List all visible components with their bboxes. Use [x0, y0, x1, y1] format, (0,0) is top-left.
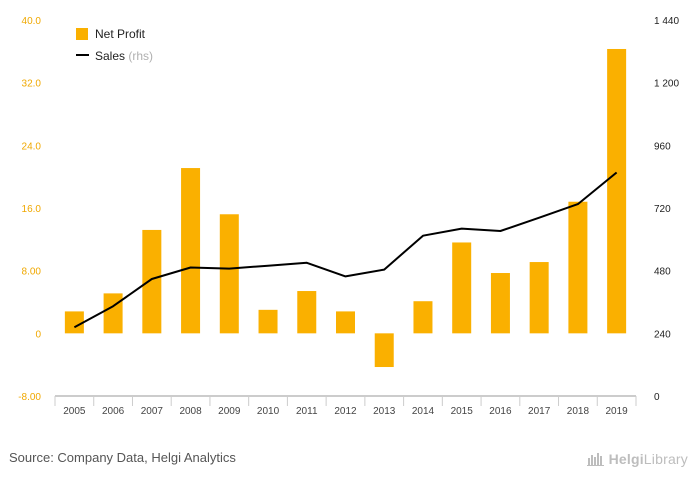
right-axis-ticks: 0 240 480 720 960 1 200 1 440	[654, 16, 679, 403]
brand-logo[interactable]: HelgiLibrary	[586, 451, 688, 467]
x-tick-label: 2011	[296, 406, 318, 417]
x-tick-label: 2007	[141, 406, 164, 417]
right-tick-label: 1 200	[654, 79, 679, 90]
right-tick-label: 240	[654, 329, 671, 340]
helgi-library-icon	[586, 453, 604, 466]
x-axis: 2005 2006 2007 2008 2009 2010 2011 2012 2013 2014…	[54, 395, 637, 417]
legend-label-sales: Sales (rhs)	[95, 49, 153, 63]
x-tick-label: 2017	[528, 406, 551, 417]
x-tick-label: 2009	[218, 406, 241, 417]
legend-label-sales-rhs: (rhs)	[125, 49, 153, 63]
bar-net-profit-2006	[103, 293, 123, 334]
left-tick-label: 32.0	[22, 79, 42, 90]
bar-net-profit-2005	[64, 311, 84, 334]
net-profit-bars	[64, 48, 627, 368]
x-tick-label: 2018	[567, 406, 590, 417]
x-tick-label: 2019	[606, 406, 629, 417]
brand-prefix: Helgi	[608, 451, 644, 467]
bar-net-profit-2011	[297, 291, 317, 334]
bar-net-profit-2009	[219, 214, 239, 334]
x-tick-label: 2012	[334, 406, 357, 417]
bar-net-profit-2008	[181, 168, 201, 334]
brand-suffix: Library	[643, 451, 688, 467]
bar-net-profit-2007	[142, 229, 162, 334]
combo-chart: -8.00 0 8.00 16.0 24.0 32.0 40.0 0 240 480 720 960…	[18, 16, 679, 417]
x-tick-label: 2010	[257, 406, 280, 417]
right-tick-label: 960	[654, 141, 671, 152]
right-tick-label: 480	[654, 267, 671, 278]
right-tick-label: 0	[654, 392, 660, 403]
x-tick-label: 2005	[63, 406, 86, 417]
bar-net-profit-2019	[607, 48, 627, 334]
left-tick-label: 0	[35, 329, 41, 340]
x-tick-label: 2016	[489, 406, 512, 417]
left-tick-label: 8.00	[22, 267, 42, 278]
x-tick-label: 2013	[373, 406, 396, 417]
bar-net-profit-2015	[452, 242, 472, 334]
legend: Net Profit Sales (rhs)	[76, 27, 153, 63]
x-tick-label: 2008	[179, 406, 202, 417]
bar-net-profit-2018	[568, 201, 588, 334]
bar-net-profit-2016	[490, 273, 510, 334]
legend-label-sales-name: Sales	[95, 49, 125, 63]
bar-net-profit-2010	[258, 309, 278, 334]
left-tick-label: 16.0	[22, 204, 42, 215]
brand-name: HelgiLibrary	[609, 451, 688, 467]
left-tick-label: 40.0	[22, 16, 42, 27]
right-tick-label: 720	[654, 204, 671, 215]
x-tick-label: 2015	[451, 406, 474, 417]
legend-label-net-profit: Net Profit	[95, 27, 146, 41]
right-tick-label: 1 440	[654, 16, 679, 27]
sales-line-series	[73, 171, 618, 329]
x-tick-label: 2006	[102, 406, 125, 417]
x-tick-label: 2014	[412, 406, 435, 417]
left-axis-ticks: -8.00 0 8.00 16.0 24.0 32.0 40.0	[18, 16, 41, 403]
bar-net-profit-2013	[374, 333, 394, 368]
source-note: Source: Company Data, Helgi Analytics	[9, 450, 236, 465]
left-tick-label: -8.00	[18, 392, 41, 403]
bar-net-profit-2014	[413, 301, 433, 334]
left-tick-label: 24.0	[22, 141, 42, 152]
bar-net-profit-2017	[529, 262, 549, 334]
bar-net-profit-2012	[336, 311, 355, 334]
legend-marker-net-profit	[76, 28, 88, 40]
